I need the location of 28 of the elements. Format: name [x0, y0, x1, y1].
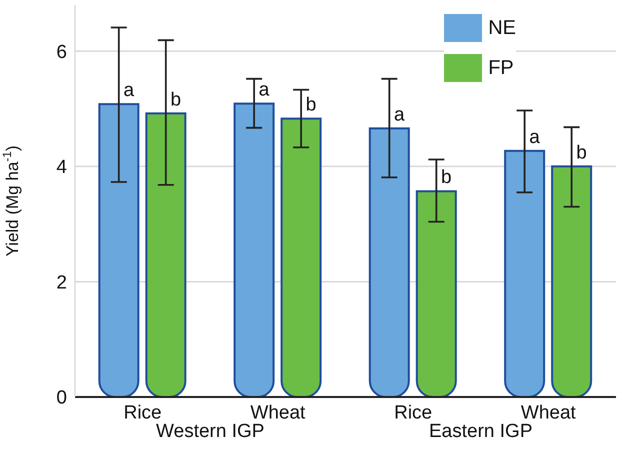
y-tick-label: 6: [56, 42, 67, 63]
annotation: a: [258, 80, 270, 101]
text: Western IGP: [155, 421, 266, 443]
bar: [504, 150, 546, 397]
bar: [368, 127, 410, 397]
x-tick-label: Rice: [124, 402, 162, 424]
bar: [145, 112, 186, 397]
y-tick-label: 4: [56, 157, 68, 178]
annotation: b: [170, 89, 182, 110]
text: Eastern IGP: [428, 421, 534, 443]
y-tick-label: 0: [56, 388, 67, 409]
y-tick-label: 2: [56, 272, 67, 294]
legend-label: FP: [488, 56, 514, 80]
bar: [280, 118, 322, 397]
bar: [98, 103, 140, 397]
annotation: b: [576, 142, 587, 164]
bar: [416, 190, 457, 397]
annotation: b: [441, 167, 452, 188]
bar: [551, 165, 592, 397]
annotation: a: [394, 104, 406, 126]
annotation: a: [529, 126, 540, 148]
legend-label: NE: [488, 16, 516, 40]
x-tick-label: Wheat: [250, 402, 306, 424]
annotation: b: [306, 94, 316, 116]
x-tick-label: Rice: [394, 402, 432, 424]
bar: [234, 102, 275, 397]
annotation: a: [124, 80, 135, 102]
x-tick-label: Wheat: [520, 402, 577, 424]
